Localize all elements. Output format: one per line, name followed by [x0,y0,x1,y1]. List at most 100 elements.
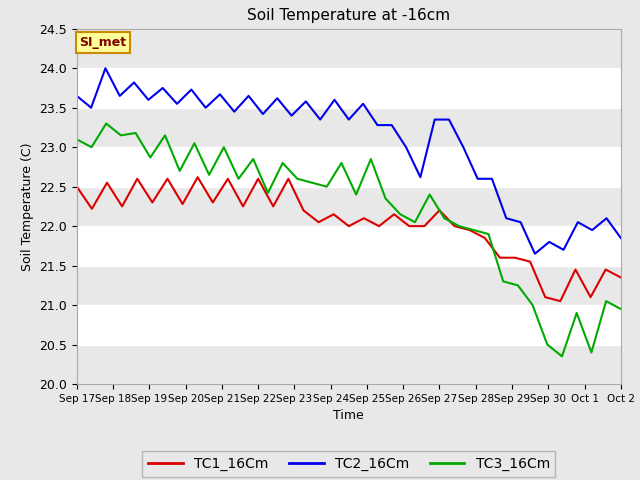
TC3_16Cm [205,172,213,178]
TC3_16Cm [558,353,566,359]
TC1_16Cm [254,176,262,181]
TC1_16Cm [602,267,609,273]
TC1_16Cm [88,206,96,212]
Legend: TC1_16Cm, TC2_16Cm, TC3_16Cm: TC1_16Cm, TC2_16Cm, TC3_16Cm [142,451,556,477]
TC1_16Cm [330,211,337,217]
TC1_16Cm [103,180,111,186]
TC3_16Cm [352,192,360,197]
TC1_16Cm [390,211,398,217]
TC3_16Cm [264,190,272,196]
TC2_16Cm [488,176,496,181]
TC2_16Cm [216,91,224,97]
TC3_16Cm [529,302,536,308]
TC2_16Cm [230,109,238,115]
TC1_16Cm [133,176,141,181]
TC1_16Cm [285,176,292,181]
TC1_16Cm [224,176,232,181]
TC2_16Cm [316,117,324,122]
TC2_16Cm [545,239,553,245]
TC1_16Cm [375,223,383,229]
TC3_16Cm [102,120,110,126]
TC1_16Cm [436,207,444,213]
TC3_16Cm [147,155,154,160]
Text: SI_met: SI_met [79,36,127,49]
TC2_16Cm [331,97,339,103]
TC2_16Cm [188,87,195,93]
TC1_16Cm [420,223,428,229]
TC3_16Cm [161,132,169,138]
TC2_16Cm [159,85,166,91]
TC3_16Cm [440,216,448,221]
TC2_16Cm [202,105,209,110]
Line: TC1_16Cm: TC1_16Cm [77,177,621,301]
TC1_16Cm [466,227,474,233]
TC2_16Cm [288,113,296,119]
Bar [77,265,621,305]
TC1_16Cm [526,259,534,264]
TC3_16Cm [308,180,316,186]
Title: Soil Temperature at -16cm: Soil Temperature at -16cm [247,9,451,24]
TC3_16Cm [367,156,374,162]
TC3_16Cm [617,306,625,312]
TC1_16Cm [557,298,564,304]
Bar [77,187,621,226]
Line: TC2_16Cm: TC2_16Cm [77,68,621,254]
TC3_16Cm [117,132,125,138]
TC3_16Cm [132,130,140,136]
TC1_16Cm [587,294,595,300]
TC2_16Cm [531,251,539,257]
TC1_16Cm [148,200,156,205]
TC3_16Cm [381,196,389,202]
TC2_16Cm [302,98,310,104]
TC2_16Cm [374,122,381,128]
TC2_16Cm [359,101,367,107]
TC2_16Cm [445,117,453,122]
TC1_16Cm [194,174,202,180]
TC2_16Cm [73,93,81,99]
TC1_16Cm [209,200,216,205]
TC2_16Cm [102,65,109,71]
TC3_16Cm [220,144,228,150]
TC3_16Cm [338,160,346,166]
TC2_16Cm [588,227,596,233]
TC3_16Cm [588,349,595,355]
Bar [77,108,621,147]
TC3_16Cm [470,227,477,233]
TC3_16Cm [235,176,243,181]
TC2_16Cm [130,80,138,85]
TC3_16Cm [455,223,463,229]
TC3_16Cm [73,136,81,142]
TC1_16Cm [451,223,458,229]
TC1_16Cm [572,267,579,273]
TC1_16Cm [405,223,413,229]
Bar [77,345,621,384]
TC1_16Cm [300,207,307,213]
TC2_16Cm [87,105,95,110]
TC3_16Cm [499,278,507,284]
TC2_16Cm [244,93,252,99]
TC1_16Cm [239,204,247,209]
TC2_16Cm [345,117,353,122]
TC1_16Cm [496,255,504,261]
TC2_16Cm [560,247,568,252]
TC1_16Cm [315,219,323,225]
TC2_16Cm [603,216,611,221]
TC3_16Cm [426,192,433,197]
TC1_16Cm [164,176,172,181]
TC3_16Cm [294,176,301,181]
TC1_16Cm [511,255,519,261]
TC2_16Cm [417,174,424,180]
TC1_16Cm [541,294,549,300]
TC2_16Cm [388,122,396,128]
Bar [77,29,621,68]
TC1_16Cm [345,223,353,229]
TC3_16Cm [602,298,610,304]
TC3_16Cm [191,140,198,146]
TC2_16Cm [474,176,481,181]
TC2_16Cm [402,144,410,150]
Line: TC3_16Cm: TC3_16Cm [77,123,621,356]
TC2_16Cm [173,101,181,107]
TC1_16Cm [360,216,368,221]
TC2_16Cm [116,93,124,99]
TC2_16Cm [502,216,510,221]
